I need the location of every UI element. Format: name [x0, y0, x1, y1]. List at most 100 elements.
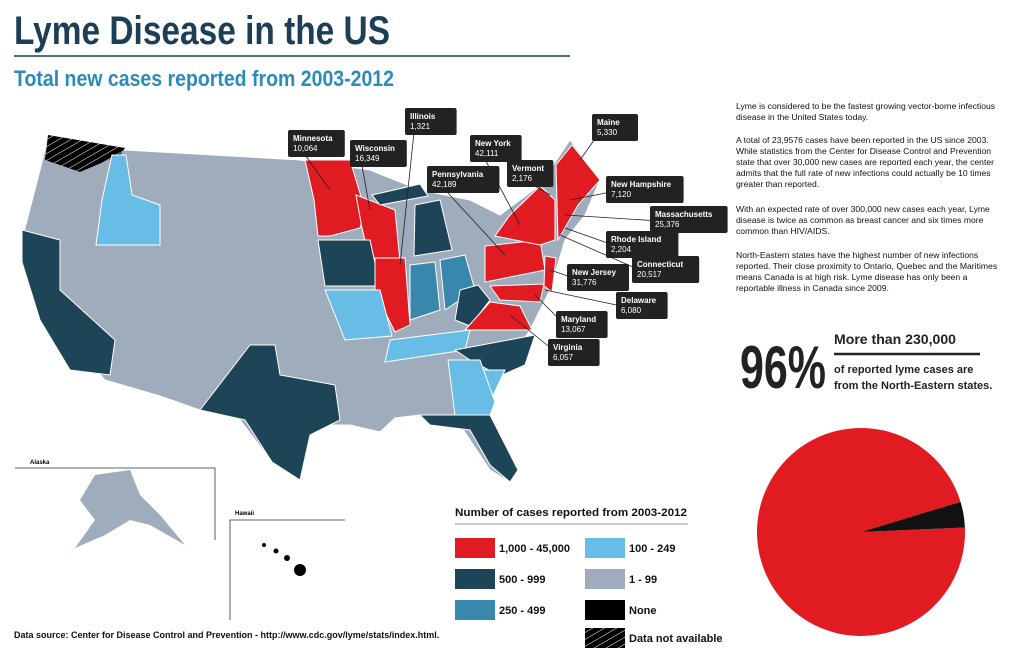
state-new-york [494, 185, 556, 246]
state-michigan-upper [371, 183, 429, 206]
callout-state: Vermont [512, 164, 544, 173]
callout-state: Maryland [561, 315, 596, 324]
callout-box [606, 176, 684, 203]
callout-cases: 6,080 [621, 306, 642, 315]
callout-box [632, 256, 700, 283]
callout-box [470, 135, 522, 162]
legend-label: 1,000 - 45,000 [499, 543, 570, 555]
state-missouri [324, 289, 393, 341]
legend-title: Number of cases reported from 2003-2012 [455, 507, 687, 519]
state-illinois [374, 257, 411, 333]
legend-label: 100 - 249 [629, 543, 675, 555]
stat-text: from the North-Eastern states. [834, 380, 992, 392]
callout-box [567, 264, 629, 291]
callout-box [288, 130, 345, 157]
source: Data source: Center for Disease Control … [14, 630, 439, 640]
state-michigan [413, 199, 453, 257]
callout-box [405, 108, 457, 135]
callout-box [650, 206, 728, 233]
callout-cases: 31,776 [572, 278, 597, 287]
stat: 96% [740, 334, 826, 401]
subtitle: Total new cases reported from 2003-2012 [14, 66, 394, 91]
callout-cases: 16,349 [355, 154, 380, 163]
state-new-england [555, 144, 601, 242]
callout-box [556, 311, 608, 338]
callout-cases: 2,176 [512, 174, 533, 183]
legend-swatch [585, 600, 625, 620]
legend-swatch [585, 538, 625, 558]
callout-cases: 25,376 [655, 220, 680, 229]
callout-state: Virginia [553, 343, 583, 352]
leader-line [399, 122, 416, 266]
callout-state: New Hampshire [611, 180, 672, 189]
callout-cases: 2,204 [611, 245, 632, 254]
state-alaska [75, 470, 185, 548]
legend-swatch [455, 569, 495, 589]
leader-line [564, 214, 661, 222]
callout-state: Pennsylvania [432, 170, 484, 179]
callout-state: Rhode Island [611, 235, 661, 244]
callout-state: Massachusetts [655, 210, 713, 219]
leader-line [479, 149, 521, 226]
legend-label: 250 - 499 [499, 605, 545, 617]
callout-box [350, 140, 407, 167]
hawaii-frame [229, 519, 345, 620]
callout-cases: 13,067 [561, 325, 586, 334]
title: Lyme Disease in the US [14, 9, 390, 53]
callout-cases: 42,189 [432, 180, 457, 189]
inset-label: Hawaii [235, 511, 254, 517]
state-iowa [317, 239, 381, 287]
legend-label: 500 - 999 [499, 574, 545, 586]
callout-state: Wisconsin [355, 144, 395, 153]
callout-box [606, 231, 679, 258]
callout-state: New York [475, 139, 511, 148]
state-new-jersey [543, 255, 557, 293]
legend-label: None [629, 605, 657, 617]
state-hawaii [262, 543, 306, 576]
state-georgia [447, 359, 496, 416]
state-virginia [463, 301, 533, 331]
state-idaho [95, 154, 161, 246]
callout-cases: 20,517 [637, 270, 662, 279]
state-florida [418, 414, 519, 483]
callout-state: Maine [597, 118, 620, 127]
callout-state: Minnesota [293, 134, 333, 143]
callout-box [427, 166, 500, 193]
callout-box [507, 160, 554, 187]
callout-state: Illinois [410, 112, 436, 121]
alaska-frame [15, 467, 216, 540]
callout-cases: 1,321 [410, 122, 431, 131]
inset-label: Alaska [30, 460, 50, 466]
callout-cases: 6,057 [553, 353, 574, 362]
stat-headline: More than 230,000 [834, 331, 956, 347]
paragraph: North-Eastern states have the highest nu… [736, 250, 998, 293]
legend-swatch [585, 569, 625, 589]
state-california [21, 229, 116, 376]
leader-line [436, 180, 506, 256]
legend-label: Data not available [629, 633, 723, 645]
paragraph: A total of 23,9576 cases have been repor… [736, 135, 994, 189]
callout-state: New Jersey [572, 268, 617, 277]
leader-line [544, 289, 627, 308]
legend-swatch [455, 600, 495, 620]
legend-swatch [455, 538, 495, 558]
state-minnesota [304, 159, 366, 237]
pie-slice [861, 501, 965, 532]
state-north-carolina [453, 334, 536, 377]
paragraph: With an expected rate of over 300,000 ne… [736, 204, 990, 236]
callout-cases: 5,330 [597, 128, 618, 137]
state-texas [199, 344, 341, 481]
state-washington [45, 135, 125, 172]
state-indiana [409, 261, 441, 321]
callout-cases: 10,064 [293, 144, 318, 153]
callout-box [592, 114, 638, 141]
callout-box [616, 292, 668, 319]
pie-slice [757, 427, 965, 636]
callout-cases: 7,120 [611, 190, 632, 199]
state-maryland-delaware [489, 283, 545, 303]
callout-state: Connecticut [637, 260, 684, 269]
paragraph: Lyme is considered to be the fastest gro… [736, 101, 996, 122]
legend-swatch [585, 628, 625, 648]
